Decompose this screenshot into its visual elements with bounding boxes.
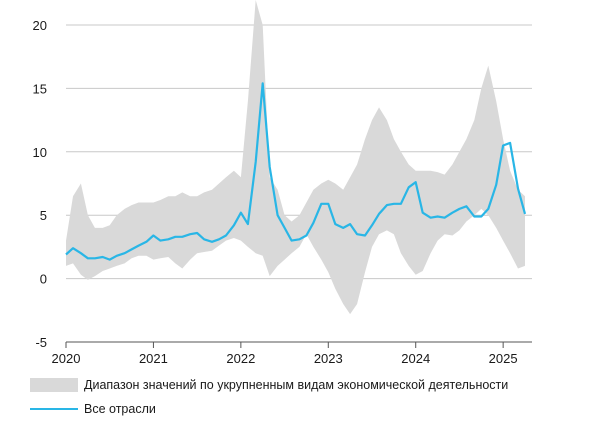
legend-item-range: Диапазон значений по укрупненным видам э… xyxy=(30,378,508,392)
y-tick-label: 20 xyxy=(33,18,47,33)
legend-band-swatch xyxy=(30,378,78,392)
legend-line-swatch xyxy=(30,408,78,410)
x-tick-label: 2020 xyxy=(52,351,81,366)
y-tick-label: -5 xyxy=(35,335,47,350)
x-tick-label: 2021 xyxy=(139,351,168,366)
y-axis-ticks: -5 0 5 10 15 20 xyxy=(33,18,47,350)
x-tick-label: 2023 xyxy=(314,351,343,366)
x-tick-label: 2022 xyxy=(226,351,255,366)
x-tick-label: 2025 xyxy=(489,351,518,366)
x-axis-ticks: 2020 2021 2022 2023 2024 2025 xyxy=(52,341,532,366)
legend-line-label: Все отрасли xyxy=(84,402,156,416)
y-tick-label: 15 xyxy=(33,81,47,96)
x-tick-label: 2024 xyxy=(401,351,430,366)
range-band xyxy=(66,0,525,315)
all-industries-line xyxy=(65,82,527,261)
y-tick-label: 10 xyxy=(33,145,47,160)
legend-item-all: Все отрасли xyxy=(30,402,156,416)
y-tick-label: 5 xyxy=(40,208,47,223)
y-tick-label: 0 xyxy=(40,272,47,287)
legend-band-label: Диапазон значений по укрупненным видам э… xyxy=(84,378,509,392)
